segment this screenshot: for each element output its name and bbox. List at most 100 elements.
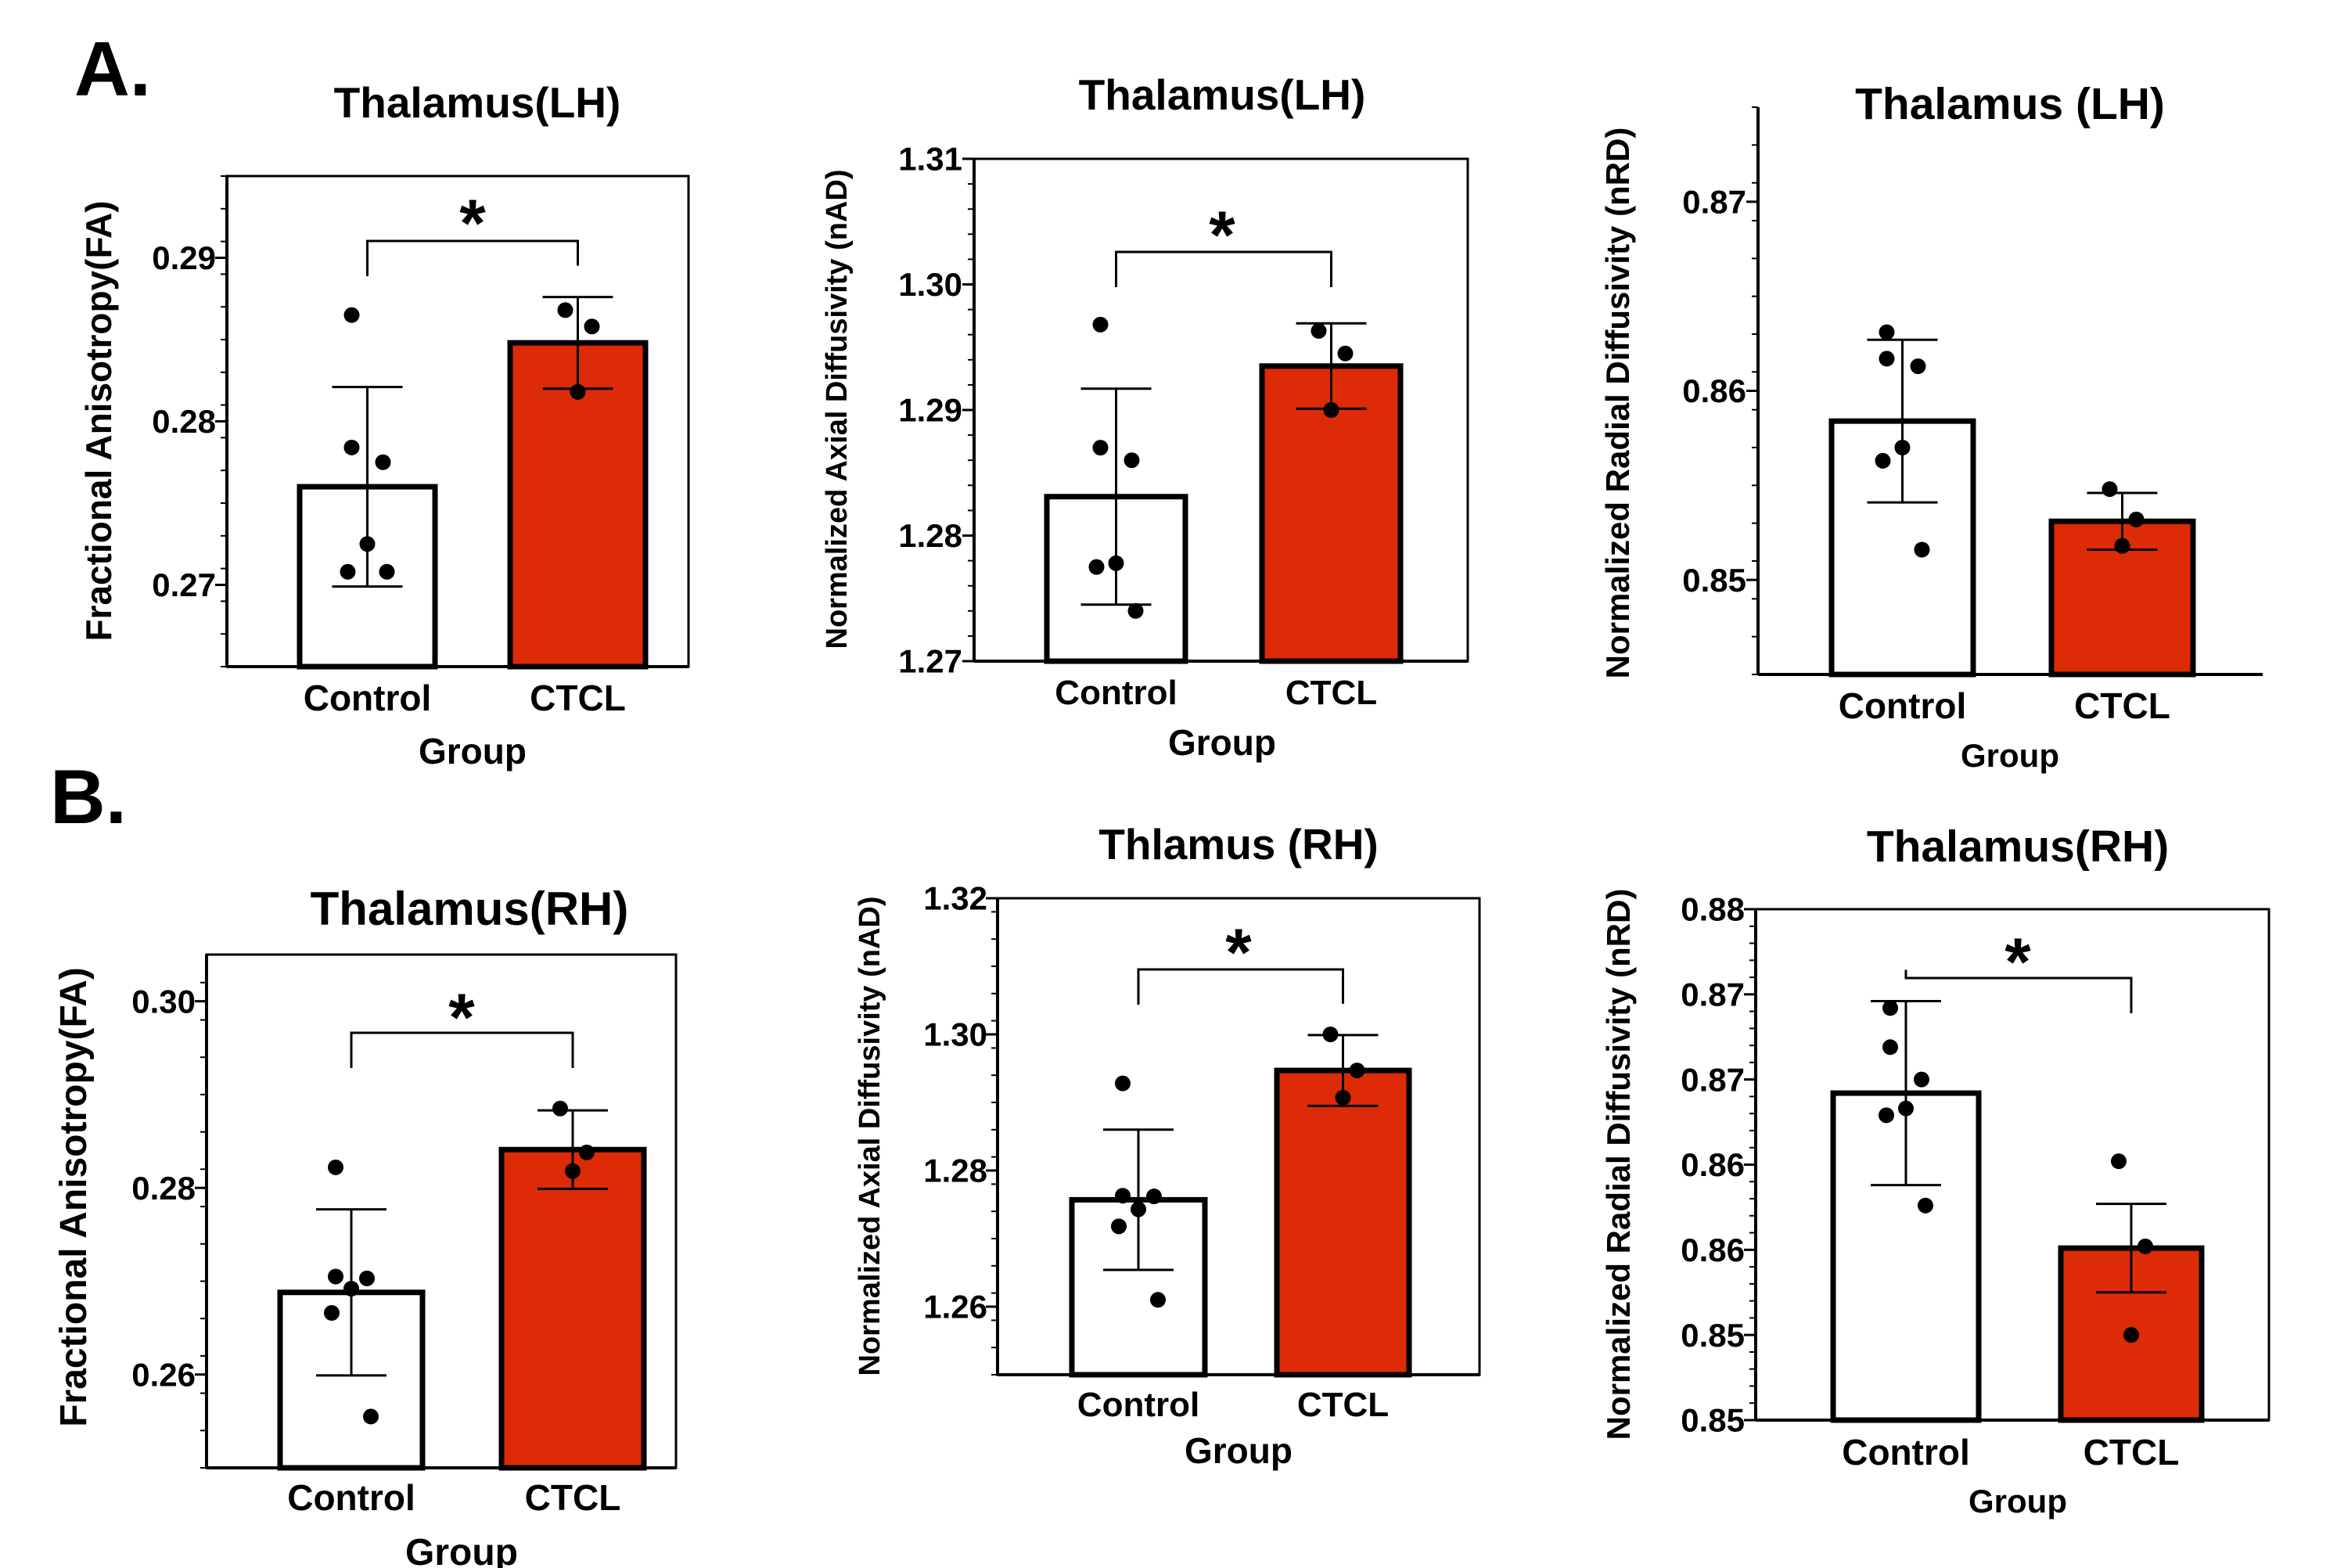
data-point (340, 563, 356, 580)
significance-bracket (1115, 250, 1332, 287)
chart-2: Thalamus(LH) 1.27 1.28 1.29 1.30 1.31 Normaliz… (821, 70, 1469, 763)
y-tick-label: 1.28 (898, 517, 962, 554)
x-tick-label: Control (1055, 674, 1177, 712)
data-point (1115, 1075, 1131, 1091)
x-tick-label: Control (287, 1477, 415, 1518)
chart-3: Thalamus (LH) 0.85 0.86 0.87 Normalized Radi… (1599, 79, 2263, 774)
error-bar (1103, 1128, 1174, 1271)
y-tick-label: 0.27 (152, 566, 216, 603)
x-axis-label: Group (1168, 722, 1276, 763)
y-tick-label: 1.27 (898, 643, 962, 680)
y-tick-label: 0.28 (131, 1170, 196, 1207)
data-point (379, 563, 395, 580)
data-point (1150, 1292, 1166, 1308)
data-point (1323, 402, 1339, 418)
y-tick-label: 1.31 (898, 141, 962, 178)
data-point (557, 302, 573, 318)
y-tick-label: 0.85 (1682, 562, 1746, 599)
data-point (1124, 452, 1140, 469)
significance-star: * (1225, 915, 1252, 991)
data-point (1882, 1039, 1898, 1056)
y-tick-label: 0.87 (1681, 1061, 1745, 1098)
significance-bracket (1904, 969, 2133, 1013)
x-axis-label: Group (405, 1532, 518, 1568)
data-point (324, 1305, 340, 1322)
x-axis-label: Group (419, 731, 527, 771)
y-tick-label: 1.29 (898, 392, 962, 429)
data-point (1914, 541, 1930, 558)
data-point (375, 454, 391, 470)
bar-ctcl (1274, 1067, 1412, 1378)
x-tick-label: CTCL (1297, 1386, 1389, 1424)
panel-label-a: A. (74, 26, 151, 112)
data-point (343, 307, 360, 323)
significance-star: * (448, 980, 475, 1056)
data-point (2137, 1238, 2153, 1254)
significance-bracket (366, 239, 579, 276)
y-tick-label: 0.86 (1682, 372, 1746, 409)
data-point (570, 383, 586, 400)
data-point (2128, 511, 2145, 527)
data-point (1898, 1100, 1914, 1117)
significance-bracket (350, 1031, 574, 1068)
y-tick-label: 0.87 (1682, 184, 1746, 221)
y-tick-label: 1.32 (923, 880, 987, 917)
y-axis-label: Normalized Radial Diffusivity (nRD) (1599, 128, 1636, 679)
y-tick-label: 0.86 (1681, 1146, 1745, 1183)
significance-bracket (1137, 968, 1344, 1005)
data-point (343, 439, 360, 455)
x-tick-label: Control (1842, 1432, 1970, 1473)
y-tick-label: 0.85 (1681, 1317, 1745, 1354)
data-point (1092, 316, 1109, 333)
x-tick-label: Control (1077, 1386, 1199, 1424)
chart-title: Thalamus(RH) (1867, 822, 2169, 872)
chart-4: Thalamus(RH) 0.26 0.28 0.30 Fractional Aniso… (53, 883, 678, 1568)
data-point (565, 1163, 581, 1179)
chart-title: Thalamus(LH) (334, 78, 621, 127)
data-point (1146, 1189, 1162, 1205)
data-point (1108, 555, 1124, 571)
x-tick-label: Control (1839, 685, 1967, 726)
y-axis-label: Fractional Anisotropy(FA) (53, 967, 95, 1427)
data-point (1349, 1063, 1365, 1079)
data-point (1914, 1071, 1929, 1088)
x-tick-label: CTCL (525, 1477, 621, 1518)
y-tick-label: 1.28 (923, 1153, 987, 1189)
data-point (1311, 322, 1327, 339)
y-axis-label: Fractional Anisotropy(FA) (78, 200, 119, 641)
data-point (363, 1408, 379, 1425)
data-point (552, 1100, 568, 1117)
x-tick-label: CTCL (2074, 685, 2170, 726)
data-point (1335, 1089, 1351, 1106)
data-point (1894, 440, 1911, 455)
chart-6: Thalamus(RH) 0.85 0.85 0.86 0.86 0.87 0.87 0.88… (1600, 822, 2270, 1519)
data-point (2114, 538, 2130, 554)
data-point (359, 536, 376, 552)
data-point (2102, 481, 2118, 498)
data-point (328, 1159, 343, 1175)
y-tick-label: 0.86 (1681, 1232, 1745, 1268)
data-point (1879, 324, 1895, 340)
bar-ctcl (1259, 363, 1404, 664)
data-point (1918, 1197, 1933, 1214)
significance-star: * (459, 186, 486, 261)
error-bar (332, 386, 403, 588)
significance-star: * (1209, 198, 1235, 273)
data-point (1088, 559, 1105, 575)
x-tick-label: CTCL (1285, 674, 1377, 712)
y-tick-label: 0.85 (1681, 1402, 1745, 1439)
data-point (1337, 345, 1354, 361)
data-point (359, 1270, 375, 1286)
data-point (1879, 351, 1895, 367)
bar-ctcl (498, 1146, 647, 1471)
chart-1: Thalamus(LH) 0.27 0.28 0.29 Fractional Aniso… (78, 78, 690, 771)
data-point (1131, 1201, 1146, 1217)
data-point (1115, 1188, 1131, 1204)
y-tick-label: 1.26 (923, 1289, 987, 1325)
error-bar (2096, 1203, 2166, 1294)
y-tick-label: 0.29 (152, 239, 216, 276)
data-point (1882, 1000, 1898, 1016)
significance-star: * (2004, 925, 2031, 1000)
y-tick-label: 0.26 (131, 1356, 196, 1393)
y-tick-label: 1.30 (898, 266, 962, 303)
